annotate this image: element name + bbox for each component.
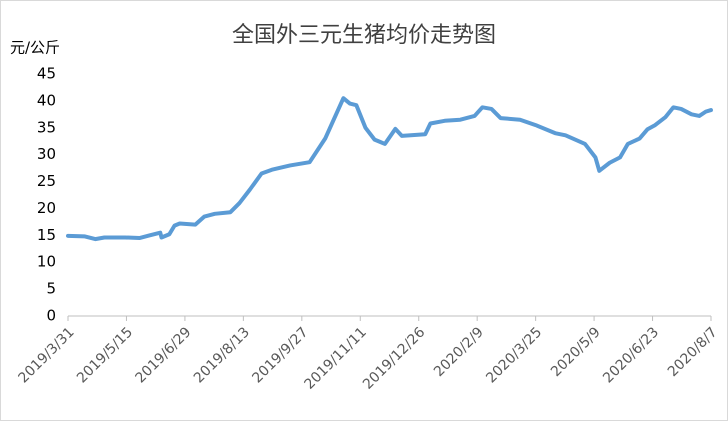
y-tick-label: 40 xyxy=(37,91,56,109)
line-series xyxy=(66,96,713,242)
y-tick-label: 35 xyxy=(37,118,56,136)
y-tick-label: 5 xyxy=(46,280,56,298)
y-tick-label: 15 xyxy=(37,226,56,244)
y-tick-label: 0 xyxy=(46,307,56,325)
y-axis-label: 元/公斤 xyxy=(10,39,60,57)
y-tick-label: 25 xyxy=(37,172,56,190)
y-tick-label: 45 xyxy=(37,65,56,83)
y-tick-label: 20 xyxy=(37,199,56,217)
y-tick-label: 30 xyxy=(37,145,56,163)
chart-title: 全国外三元生猪均价走势图 xyxy=(232,23,496,48)
y-tick-label: 10 xyxy=(37,253,56,271)
